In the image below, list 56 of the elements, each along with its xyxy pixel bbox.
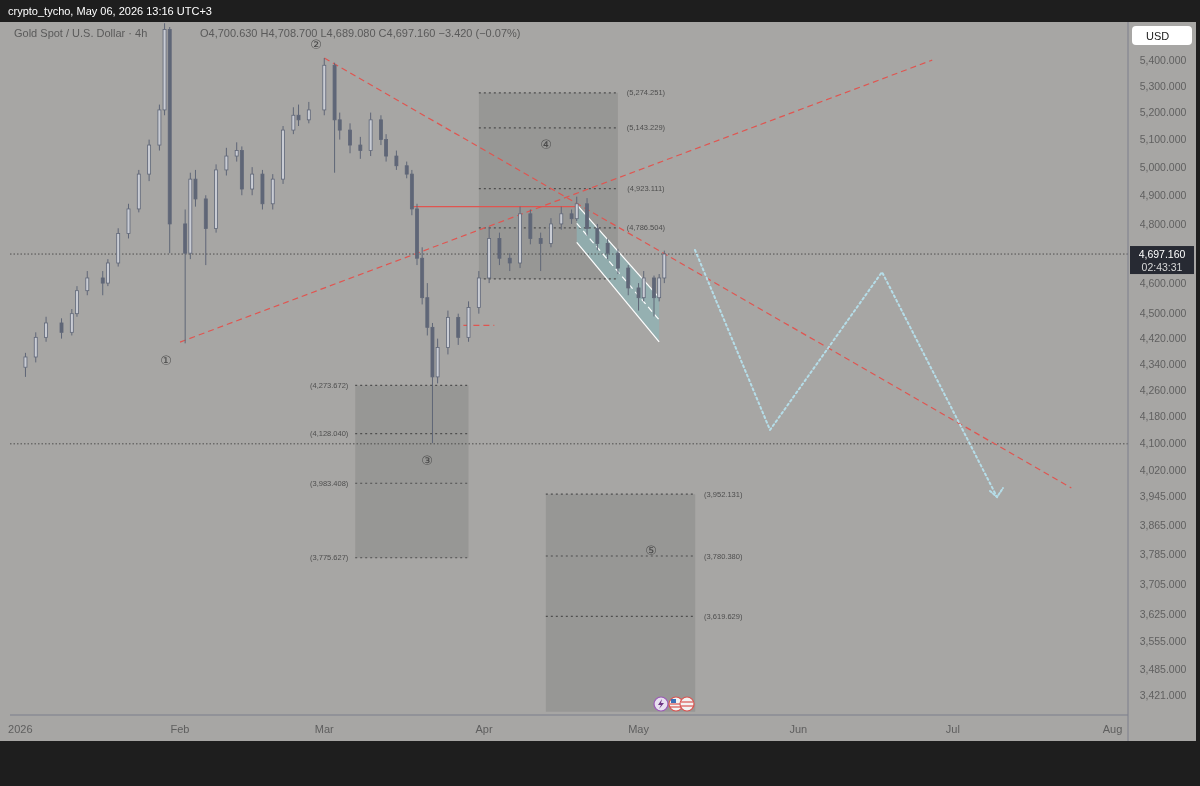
y-tick-label: 3,785.000 (1139, 547, 1187, 560)
x-tick-label: May (628, 723, 650, 735)
candlestick (250, 166, 255, 196)
y-tick-label: 3,625.000 (1139, 608, 1187, 621)
candlestick (105, 258, 110, 287)
candlestick (518, 206, 522, 269)
y-tick-label: 3,555.000 (1139, 635, 1187, 648)
y-tick-label: 5,000.000 (1139, 160, 1187, 173)
y-tick-label: 3,865.000 (1139, 518, 1187, 531)
y-tick-label: 4,420.000 (1139, 332, 1187, 345)
y-tick-label: 4,340.000 (1139, 357, 1187, 370)
y-tick-label: 3,945.000 (1139, 490, 1187, 503)
candlestick (214, 163, 218, 234)
x-tick-label: Feb (170, 723, 190, 735)
y-tick-label: 3,421.000 (1139, 688, 1187, 701)
y-tick-label: 4,180.000 (1139, 409, 1187, 422)
x-tick-label: 2026 (8, 723, 33, 735)
y-tick-label: 5,400.000 (1139, 53, 1187, 66)
candlestick (487, 226, 492, 284)
candlestick (549, 217, 553, 248)
y-tick-label: 4,100.000 (1139, 436, 1187, 449)
annotation: ③ (421, 452, 433, 468)
candlestick (466, 300, 471, 343)
text: 02:43:31 (1141, 260, 1183, 273)
candlestick (446, 310, 450, 355)
y-tick-label: 5,200.000 (1139, 106, 1187, 119)
x-tick-label: Jul (945, 723, 960, 735)
y-tick-label: 3,485.000 (1139, 662, 1187, 675)
y-tick-label: 3,705.000 (1139, 577, 1187, 590)
candlestick (147, 139, 152, 182)
candlestick (281, 125, 285, 185)
y-tick-label: 4,260.000 (1139, 383, 1187, 396)
annotation: ⑤ (645, 542, 657, 558)
x-tick-label: Jun (789, 723, 808, 735)
text: Gold Spot / U.S. Dollar · 4h (14, 27, 148, 39)
candlestick (585, 197, 589, 237)
x-tick-label: Mar (314, 723, 335, 735)
x-tick-label: Apr (475, 723, 493, 735)
annotation: ① (160, 352, 172, 368)
y-tick-label: 4,900.000 (1139, 188, 1187, 201)
candlestick (348, 122, 352, 154)
candlestick (44, 316, 48, 343)
candlestick (616, 248, 620, 275)
y-tick-label: 5,300.000 (1139, 79, 1187, 92)
ref-line-label: 4,697.160 (1138, 247, 1186, 260)
y-tick-label: 4,600.000 (1139, 276, 1187, 289)
text: crypto_tycho, May 06, 2026 13:16 UTC+3 (8, 5, 212, 17)
annotation: ② (310, 36, 322, 52)
y-axis-title: USD (1146, 29, 1170, 42)
y-tick-label: 4,500.000 (1139, 307, 1187, 320)
y-tick-label: 4,800.000 (1139, 217, 1187, 230)
y-tick-label: 4,020.000 (1139, 464, 1187, 477)
text: O4,700.630 H4,708.700 L4,689.080 C4,697.160 −3.420 (−0.07%) (200, 27, 521, 39)
x-tick-label: Aug (1102, 723, 1123, 735)
y-tick-label: 5,100.000 (1139, 133, 1187, 146)
annotation: ④ (540, 136, 552, 152)
